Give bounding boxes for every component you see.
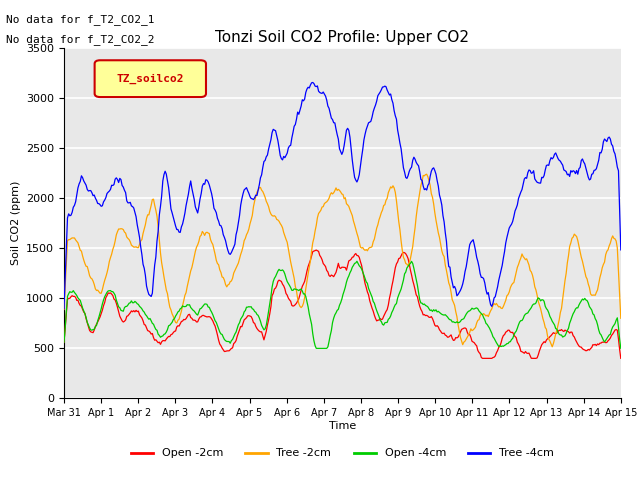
- Text: TZ_soilco2: TZ_soilco2: [116, 73, 184, 84]
- FancyBboxPatch shape: [95, 60, 206, 97]
- Title: Tonzi Soil CO2 Profile: Upper CO2: Tonzi Soil CO2 Profile: Upper CO2: [216, 30, 469, 46]
- Text: No data for f_T2_CO2_1: No data for f_T2_CO2_1: [6, 14, 155, 25]
- X-axis label: Time: Time: [329, 421, 356, 431]
- Legend: Open -2cm, Tree -2cm, Open -4cm, Tree -4cm: Open -2cm, Tree -2cm, Open -4cm, Tree -4…: [126, 444, 559, 463]
- Y-axis label: Soil CO2 (ppm): Soil CO2 (ppm): [11, 181, 20, 265]
- Text: No data for f_T2_CO2_2: No data for f_T2_CO2_2: [6, 34, 155, 45]
